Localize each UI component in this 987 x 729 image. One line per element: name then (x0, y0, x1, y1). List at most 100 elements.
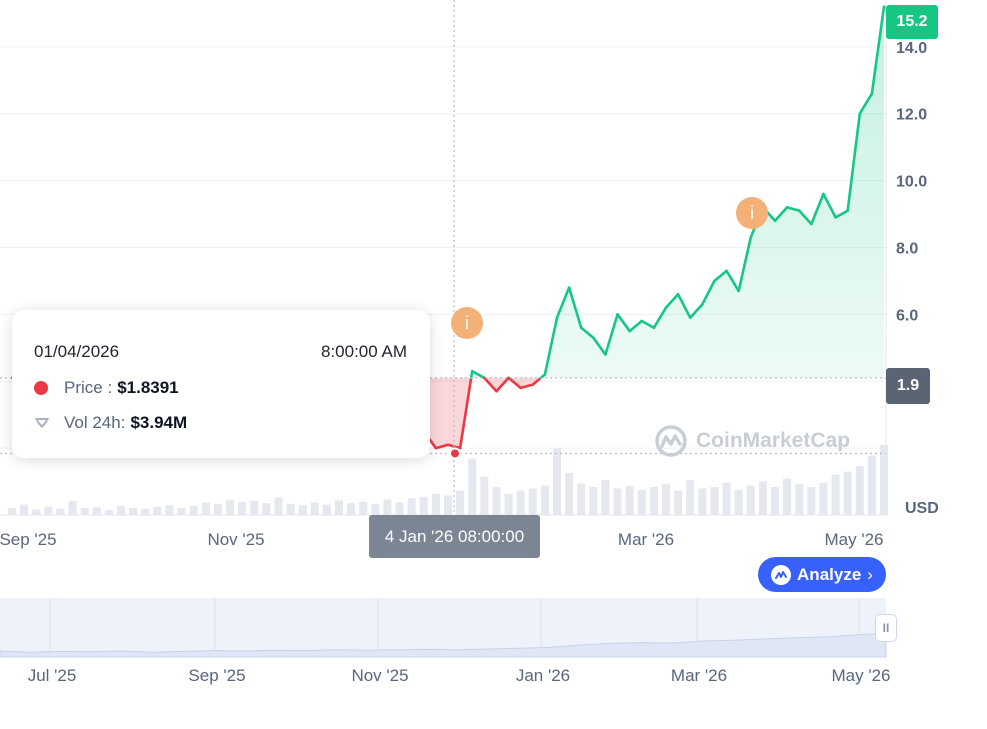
volume-bar (686, 480, 695, 515)
area-above-baseline (12, 6, 884, 378)
price-line-segment (870, 5, 886, 95)
navigator-tick-label: Nov '25 (351, 666, 408, 685)
y-axis: 4.06.08.010.012.014.0 (896, 40, 927, 391)
volume-bar (843, 471, 852, 515)
price-line-segment (519, 383, 535, 390)
price-line-segment (773, 206, 789, 223)
tooltip-date: 01/04/2026 (34, 342, 120, 361)
price-line-segment (737, 236, 753, 293)
volume-bar (771, 487, 779, 515)
volume-bar (117, 505, 125, 515)
current-price-tag: 1.9 (886, 368, 930, 404)
volume-bar (310, 502, 319, 515)
volume-bar (431, 494, 440, 515)
price-line-segment (713, 269, 728, 283)
crosshair-date-label: 4 Jan '26 08:00:00 (369, 515, 540, 558)
price-line-segment (846, 112, 862, 212)
price-line-segment (434, 443, 450, 450)
volume-bar (298, 505, 307, 515)
analyze-button[interactable]: Analyze › (758, 557, 886, 592)
price-line-segment (785, 206, 801, 212)
navigator-tick-label: Sep '25 (188, 666, 245, 685)
navigator-tick-label: Jul '25 (28, 666, 77, 685)
price-line-segment (531, 376, 543, 386)
volume-bar (504, 494, 513, 515)
volume-bar (601, 480, 610, 515)
volume-bar (359, 501, 368, 515)
volume-bar (710, 487, 719, 515)
volume-bar (528, 488, 537, 515)
price-line-segment (858, 92, 874, 116)
volume-bar (104, 510, 113, 515)
navigator[interactable]: Jul '25 Sep '25 Nov '25 Jan '26 Mar '26 May '… (0, 598, 891, 685)
price-line-segment (834, 209, 849, 219)
navigator-tick-label: May '26 (832, 666, 891, 685)
price-line-segment (507, 376, 522, 390)
volume-bar (407, 498, 416, 515)
tooltip-price-value: $1.8391 (117, 378, 179, 397)
volume-bar (855, 466, 864, 515)
volume-bar (20, 504, 29, 515)
volume-bar (395, 502, 404, 515)
volume-bar (867, 455, 876, 515)
volume-bar (262, 503, 271, 515)
volume-bars (8, 445, 888, 515)
price-line-segment (652, 306, 668, 330)
volume-bar (468, 459, 477, 515)
volume-bar (322, 504, 331, 515)
volume-bar (8, 508, 16, 515)
tooltip-volume-value: $3.94M (130, 413, 188, 432)
volume-bar (577, 483, 586, 515)
volume-bar (226, 499, 234, 515)
navigator-tick-label: Mar '26 (671, 666, 727, 685)
volume-bar (371, 503, 380, 515)
event-info-icon[interactable]: i (736, 197, 768, 229)
volume-bar (347, 503, 356, 515)
volume-bar (783, 478, 792, 515)
price-line-segment (458, 376, 473, 450)
tooltip-price-row: Price : $1.8391 (34, 378, 179, 398)
price-line-segment (483, 376, 498, 393)
x-tick-label: Nov '25 (207, 530, 264, 549)
navigator-tick-label: Jan '26 (516, 666, 570, 685)
price-tooltip: 01/04/2026 8:00:00 AM Price : $1.8391 Vo… (12, 310, 430, 458)
volume-bar (540, 485, 549, 515)
volume-bar (68, 501, 77, 515)
crosshair-point (449, 447, 461, 460)
volume-bar (92, 507, 101, 515)
volume-bar (746, 485, 755, 515)
volume-bar (189, 505, 198, 515)
volume-bar (625, 485, 634, 515)
navigator-handle[interactable]: II (875, 614, 897, 642)
price-line-segment (628, 319, 644, 333)
navigator-area (0, 632, 887, 658)
analyze-icon (771, 564, 792, 585)
x-tick-label: Mar '26 (618, 530, 674, 549)
volume-bar (758, 481, 767, 515)
watermark-text: CoinMarketCap (696, 429, 851, 452)
volume-bar (165, 505, 174, 515)
price-line-segment (822, 192, 837, 219)
volume-bar (456, 490, 465, 515)
volume-bar (444, 495, 452, 515)
y-tick-label: 6.0 (896, 307, 918, 324)
volume-bar (492, 487, 501, 515)
volume-bar (141, 508, 150, 515)
analyze-label: Analyze (797, 564, 862, 584)
volume-bar (419, 496, 428, 515)
volume-bar (516, 490, 525, 515)
volume-bar (238, 501, 247, 515)
price-line-segment (604, 313, 619, 356)
y-tick-label: 10.0 (896, 174, 927, 191)
volume-bar (819, 482, 828, 515)
volume-bar (565, 473, 574, 515)
price-line-segment (579, 326, 595, 340)
volume-bar (880, 445, 888, 515)
volume-icon (35, 418, 49, 428)
y-tick-label: 12.0 (896, 107, 927, 124)
volume-bar (80, 508, 89, 515)
chevron-right-icon: › (867, 564, 873, 584)
volume-bar (734, 489, 743, 515)
event-info-icon[interactable]: i (451, 307, 483, 339)
